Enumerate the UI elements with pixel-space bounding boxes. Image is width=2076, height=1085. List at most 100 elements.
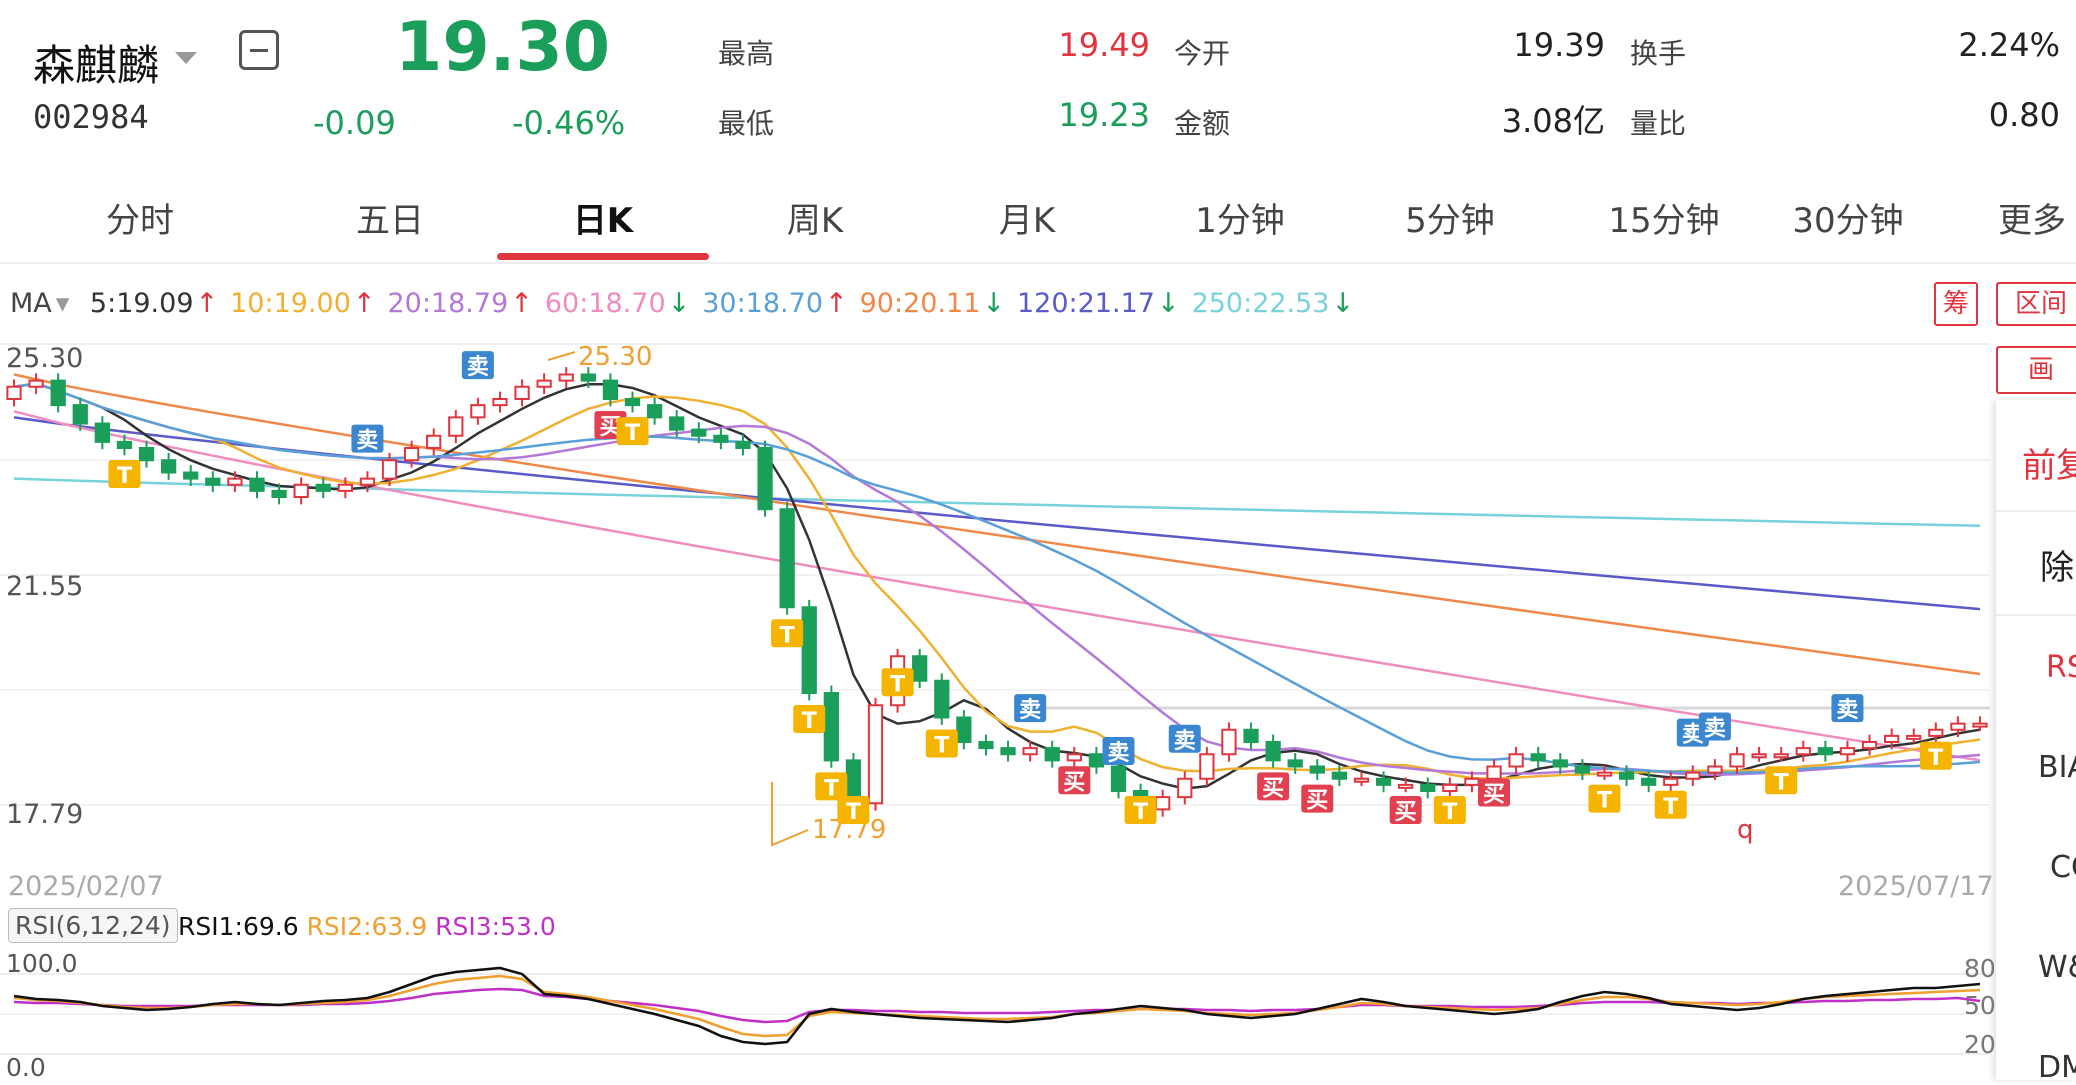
svg-text:买: 买: [1063, 770, 1085, 795]
side-item-wr[interactable]: W&: [2038, 950, 2076, 985]
price-change: -0.09: [313, 104, 396, 142]
candle: [1663, 771, 1679, 793]
candle: [403, 440, 420, 468]
side-item-dmi[interactable]: DM: [2038, 1050, 2076, 1085]
candle: [1508, 746, 1524, 774]
stat-value-high: 19.49: [1058, 26, 1150, 64]
candle: [669, 410, 685, 437]
svg-text:买: 买: [1306, 789, 1328, 814]
ma-legend-item: 60:18.70: [544, 288, 666, 319]
svg-text:T: T: [1928, 746, 1943, 771]
rsi-right-20: 20: [1964, 1030, 1996, 1059]
ma-dropdown-icon[interactable]: ▾: [55, 288, 70, 319]
tab-15min[interactable]: 15分钟: [1608, 201, 1720, 241]
candle: [1420, 777, 1436, 799]
candle: [1177, 771, 1193, 805]
stat-value-open: 19.39: [1513, 26, 1605, 64]
stat-label-turnover: 换手: [1630, 37, 1687, 70]
active-tab-indicator: [497, 253, 709, 260]
candle: [1861, 734, 1878, 756]
svg-text:买: 买: [1262, 776, 1284, 801]
side-item-bias[interactable]: BIA: [2038, 750, 2076, 785]
range-button[interactable]: 区间: [1996, 282, 2076, 326]
stat-value-turnover: 2.24%: [1958, 26, 2060, 64]
ma-line-120: [13, 416, 1981, 611]
rsi3-line: [13, 987, 1981, 1024]
y-label-bottom: 17.79: [6, 799, 83, 830]
candle: [1000, 740, 1016, 762]
candle: [1442, 777, 1458, 799]
candle: [1596, 765, 1613, 780]
x-label-start: 2025/02/07: [8, 871, 164, 900]
svg-text:买: 买: [599, 415, 621, 440]
signal-t-marker: T: [108, 460, 141, 489]
draw-button[interactable]: 画: [1996, 346, 2076, 394]
candle: [492, 391, 508, 413]
svg-text:T: T: [824, 776, 839, 801]
tab-more[interactable]: 更多: [1998, 201, 2066, 241]
up-arrow-icon: ↑: [825, 288, 848, 319]
tab-1min[interactable]: 1分钟: [1195, 201, 1285, 241]
down-arrow-icon: ↓: [1156, 288, 1180, 319]
divider: [0, 262, 2076, 264]
tab-5min[interactable]: 5分钟: [1405, 201, 1495, 241]
stock-code: 002984: [33, 98, 149, 136]
candle: [6, 379, 22, 407]
rsi1-value: RSI1:69.6: [178, 912, 299, 941]
side-item-forward-adjust[interactable]: 前复: [2022, 446, 2076, 486]
svg-text:卖: 卖: [467, 354, 489, 380]
ma-line-90: [13, 373, 1981, 676]
tab-daily-k[interactable]: 日K: [572, 201, 634, 241]
candle: [205, 471, 221, 493]
candle: [1353, 771, 1370, 787]
svg-text:买: 买: [1395, 800, 1417, 825]
period-tabs: 分时 五日 日K 周K 月K 1分钟 5分钟 15分钟 30分钟 更多: [0, 175, 2076, 265]
candle: [1530, 746, 1546, 768]
kline-chart[interactable]: 25.30 21.55 17.79 2025/02/07 2025/07/17 …: [0, 340, 1996, 900]
svg-text:T: T: [780, 623, 795, 648]
ma-legend-item: 30:18.70: [702, 288, 823, 319]
candle: [1375, 771, 1392, 793]
chip-distribution-button[interactable]: 筹: [1934, 282, 1978, 326]
tab-intraday[interactable]: 分时: [106, 201, 174, 241]
candle: [1155, 789, 1171, 817]
candle: [934, 673, 950, 725]
svg-text:卖: 卖: [1836, 697, 1858, 723]
svg-text:卖: 卖: [1107, 740, 1129, 766]
tab-weekly-k[interactable]: 周K: [786, 201, 844, 241]
side-panel: 前复 除 RS BIA CC W& DM: [1996, 400, 2076, 1085]
stray-mark: q: [1737, 815, 1754, 845]
collapse-icon[interactable]: [239, 30, 279, 70]
signal-t-marker: T: [1654, 790, 1687, 820]
side-item-cci[interactable]: CC: [2050, 850, 2076, 885]
tab-monthly-k[interactable]: 月K: [998, 201, 1056, 241]
ma-label[interactable]: MA: [10, 288, 52, 319]
svg-text:T: T: [802, 709, 817, 734]
dropdown-caret-icon[interactable]: [175, 52, 197, 64]
signal-buy-marker: 买: [1257, 772, 1290, 801]
candle: [1950, 716, 1966, 738]
candle: [1972, 716, 1988, 731]
side-item-rsi[interactable]: RS: [2046, 650, 2076, 685]
up-arrow-icon: ↑: [195, 288, 219, 319]
svg-text:T: T: [934, 734, 949, 759]
stock-name[interactable]: 森麒麟: [33, 41, 160, 90]
candle: [956, 710, 972, 750]
candle: [646, 397, 663, 425]
ma-line-30: [13, 382, 1981, 774]
signal-t-marker: T: [771, 619, 804, 648]
candle: [580, 367, 596, 388]
rsi-chart[interactable]: 100.0 0.0 80 50 20: [0, 944, 1996, 1080]
tab-five-day[interactable]: 五日: [356, 201, 424, 241]
candle: [1685, 765, 1701, 787]
candle: [1751, 746, 1767, 762]
candle: [912, 648, 928, 689]
candle: [470, 397, 486, 425]
candle: [1839, 740, 1856, 762]
signal-buy-marker: 买: [1058, 766, 1091, 795]
candle: [823, 685, 839, 768]
tab-30min[interactable]: 30分钟: [1792, 201, 1904, 241]
side-item-ex-rights[interactable]: 除: [2040, 548, 2074, 588]
rsi-indicator-label[interactable]: RSI(6,12,24): [8, 908, 178, 943]
signal-buy-marker: 买: [1478, 778, 1511, 808]
